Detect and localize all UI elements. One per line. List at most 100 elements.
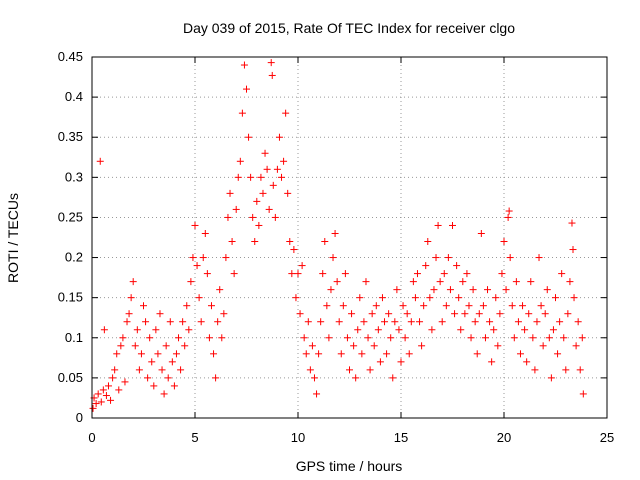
data-point (170, 382, 178, 390)
data-point (537, 302, 545, 310)
data-point (508, 302, 516, 310)
data-point (187, 278, 195, 286)
data-point (148, 358, 156, 366)
data-point (434, 221, 442, 229)
chart-title: Day 039 of 2015, Rate Of TEC Index for r… (183, 20, 515, 36)
data-point (356, 294, 364, 302)
data-point (113, 350, 121, 358)
y-tick-label: 0.35 (58, 129, 83, 144)
data-point (438, 318, 446, 326)
data-point (265, 205, 273, 213)
data-point (228, 238, 236, 246)
data-point (175, 334, 183, 342)
data-point (413, 270, 421, 278)
data-point (280, 157, 288, 165)
y-tick-label: 0.2 (65, 250, 83, 265)
data-point (463, 270, 471, 278)
data-point (446, 286, 454, 294)
data-point (154, 350, 162, 358)
data-point (541, 310, 549, 318)
data-point (207, 302, 215, 310)
data-point (337, 350, 345, 358)
data-point (189, 254, 197, 262)
data-point (131, 342, 139, 350)
data-point (502, 286, 510, 294)
data-point (117, 342, 125, 350)
data-point (201, 229, 209, 237)
data-point (543, 286, 551, 294)
y-tick-label: 0.25 (58, 209, 83, 224)
data-point (481, 334, 489, 342)
data-point (257, 173, 265, 181)
data-point (302, 350, 310, 358)
x-tick-label: 25 (600, 430, 614, 445)
data-point (578, 334, 586, 342)
data-point (162, 342, 170, 350)
data-point (451, 310, 459, 318)
data-point (440, 270, 448, 278)
data-point (521, 326, 529, 334)
data-point (168, 358, 176, 366)
data-point (569, 246, 577, 254)
data-point (230, 270, 238, 278)
data-point (313, 390, 321, 398)
data-point (381, 318, 389, 326)
data-point (327, 286, 335, 294)
data-point (152, 326, 160, 334)
data-point (457, 326, 465, 334)
data-point (579, 390, 587, 398)
data-point (364, 334, 372, 342)
data-point (566, 278, 574, 286)
data-point (430, 286, 438, 294)
data-point (300, 334, 308, 342)
data-point (94, 390, 102, 398)
data-point (222, 254, 230, 262)
data-point (268, 71, 276, 79)
data-point (523, 358, 531, 366)
data-point (224, 213, 232, 221)
data-point (539, 342, 547, 350)
data-point (556, 318, 564, 326)
data-point (319, 270, 327, 278)
data-point (525, 310, 533, 318)
data-point (405, 350, 413, 358)
data-point (391, 318, 399, 326)
data-point (259, 189, 267, 197)
data-point (109, 374, 117, 382)
data-point (99, 386, 107, 394)
data-point (424, 238, 432, 246)
data-point (119, 334, 127, 342)
data-point (418, 342, 426, 350)
data-point (317, 318, 325, 326)
data-point (127, 294, 135, 302)
data-point (243, 85, 250, 93)
x-tick-label: 15 (394, 430, 408, 445)
data-point (158, 366, 166, 374)
data-point (115, 386, 123, 394)
data-point (395, 326, 403, 334)
x-tick-label: 0 (88, 430, 95, 445)
data-point (107, 396, 115, 404)
data-point (562, 366, 570, 374)
y-tick-label: 0.3 (65, 169, 83, 184)
data-point (179, 318, 187, 326)
data-point (401, 334, 409, 342)
plot-frame (91, 56, 608, 419)
data-point (160, 390, 168, 398)
data-point (166, 318, 174, 326)
data-point (467, 334, 475, 342)
data-point (514, 318, 522, 326)
data-point (505, 207, 513, 215)
data-point (554, 350, 562, 358)
data-point (444, 254, 452, 262)
data-point (205, 334, 213, 342)
data-point (453, 262, 461, 270)
data-point (321, 238, 329, 246)
data-point (216, 286, 224, 294)
data-point (426, 294, 434, 302)
data-point (185, 326, 193, 334)
data-point (240, 61, 248, 69)
data-point (261, 149, 269, 157)
data-point (387, 334, 395, 342)
